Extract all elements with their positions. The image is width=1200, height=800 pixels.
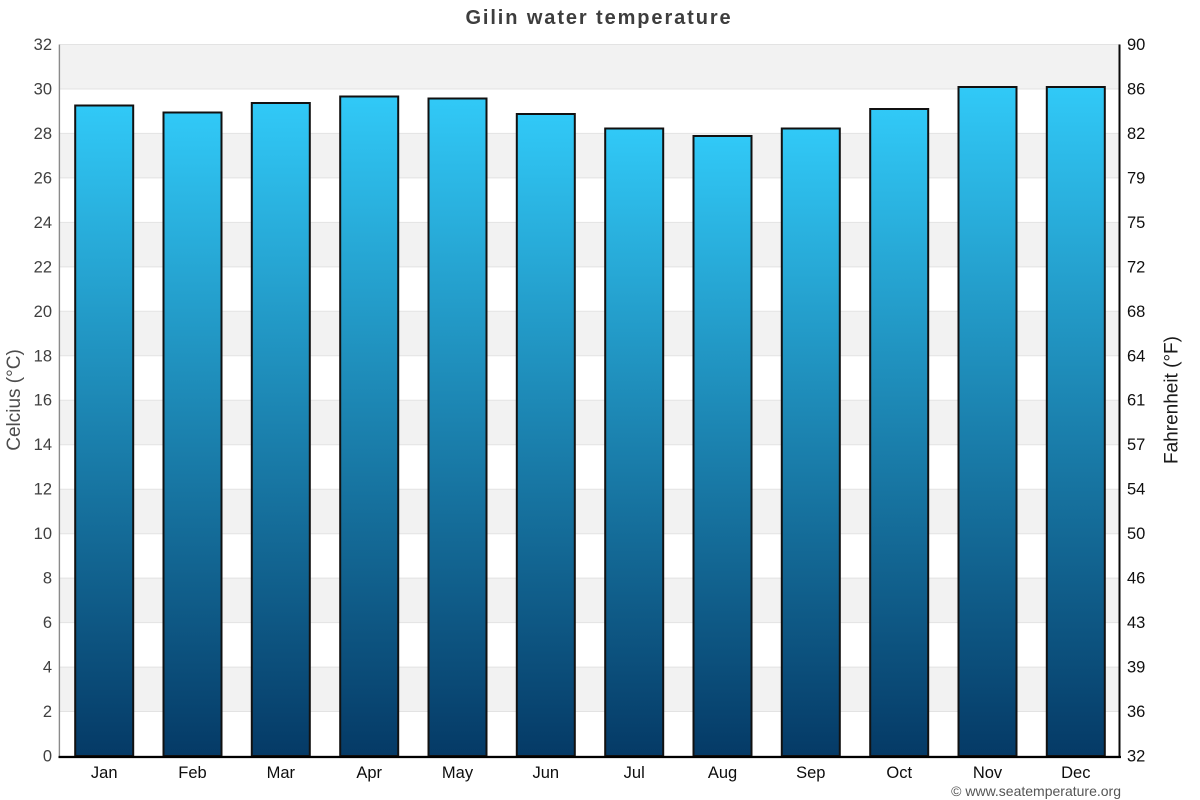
- svg-text:64: 64: [1127, 347, 1145, 365]
- svg-text:Apr: Apr: [356, 764, 382, 782]
- svg-text:Oct: Oct: [886, 764, 912, 782]
- svg-text:86: 86: [1127, 81, 1145, 99]
- svg-text:Nov: Nov: [973, 764, 1003, 782]
- svg-text:57: 57: [1127, 436, 1145, 454]
- svg-text:82: 82: [1127, 125, 1145, 143]
- svg-text:30: 30: [34, 81, 52, 99]
- svg-text:79: 79: [1127, 169, 1145, 187]
- svg-text:90: 90: [1127, 36, 1145, 54]
- svg-text:54: 54: [1127, 481, 1145, 499]
- svg-text:50: 50: [1127, 525, 1145, 543]
- svg-text:© www.seatemperature.org: © www.seatemperature.org: [951, 783, 1121, 799]
- svg-text:26: 26: [34, 169, 52, 187]
- svg-text:32: 32: [34, 36, 52, 54]
- svg-text:36: 36: [1127, 703, 1145, 721]
- svg-text:61: 61: [1127, 392, 1145, 410]
- svg-text:4: 4: [43, 659, 52, 677]
- svg-text:20: 20: [34, 303, 52, 321]
- svg-text:Fahrenheit (°F): Fahrenheit (°F): [1162, 336, 1183, 464]
- svg-text:Jun: Jun: [532, 764, 559, 782]
- svg-text:32: 32: [1127, 748, 1145, 766]
- svg-text:22: 22: [34, 258, 52, 276]
- svg-text:75: 75: [1127, 214, 1145, 232]
- svg-text:May: May: [442, 764, 474, 782]
- svg-text:Sep: Sep: [796, 764, 825, 782]
- svg-text:18: 18: [34, 347, 52, 365]
- svg-text:14: 14: [34, 436, 52, 454]
- svg-text:68: 68: [1127, 303, 1145, 321]
- svg-text:39: 39: [1127, 659, 1145, 677]
- svg-text:28: 28: [34, 125, 52, 143]
- svg-text:72: 72: [1127, 258, 1145, 276]
- svg-text:12: 12: [34, 481, 52, 499]
- svg-text:Aug: Aug: [708, 764, 737, 782]
- svg-text:Celcius (°C): Celcius (°C): [4, 349, 25, 451]
- svg-text:Jul: Jul: [624, 764, 645, 782]
- svg-text:10: 10: [34, 525, 52, 543]
- svg-text:0: 0: [43, 748, 52, 766]
- svg-text:Mar: Mar: [267, 764, 296, 782]
- svg-text:43: 43: [1127, 614, 1145, 632]
- svg-text:Jan: Jan: [91, 764, 118, 782]
- svg-text:6: 6: [43, 614, 52, 632]
- svg-text:2: 2: [43, 703, 52, 721]
- svg-text:16: 16: [34, 392, 52, 410]
- svg-text:24: 24: [34, 214, 52, 232]
- svg-text:Feb: Feb: [178, 764, 206, 782]
- svg-text:8: 8: [43, 570, 52, 588]
- svg-text:Dec: Dec: [1061, 764, 1090, 782]
- svg-text:46: 46: [1127, 570, 1145, 588]
- svg-text:Gilin water temperature: Gilin water temperature: [465, 7, 732, 29]
